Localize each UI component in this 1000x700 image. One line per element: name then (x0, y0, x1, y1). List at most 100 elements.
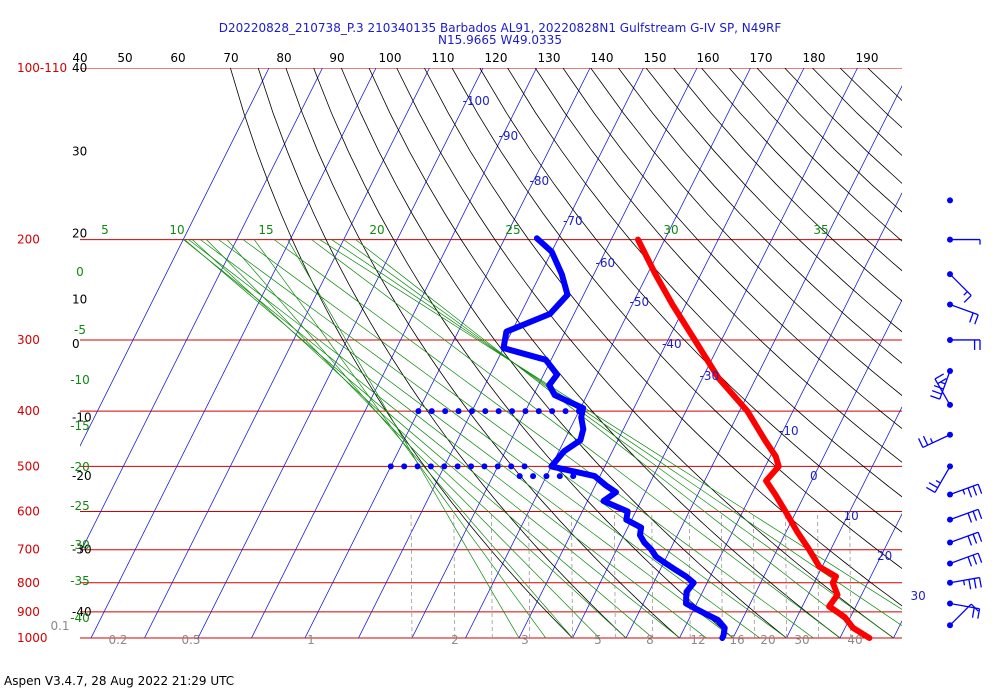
axis-labels: 100-110200300400500600700800900100040302… (17, 51, 926, 647)
top-tick-label: 70 (223, 51, 238, 65)
wind-barb-flag (967, 512, 973, 523)
wind-barb-staff (922, 434, 951, 449)
dewpoint-dropout-point (494, 463, 501, 470)
moist-adiabat (200, 239, 734, 639)
moist-adiabat (184, 239, 654, 639)
grid-lines (80, 68, 902, 639)
wind-barb-staff (949, 508, 979, 521)
wind-barb (947, 576, 982, 590)
dewpoint-dropout-point (387, 463, 394, 470)
dry-adiabat (618, 68, 902, 364)
wind-barb-station (947, 301, 953, 308)
wind-barb (947, 603, 979, 629)
mixing-ratio-label: 0.5 (181, 633, 200, 647)
isotherm-line (518, 68, 805, 639)
wind-barb-half-flag (935, 479, 941, 484)
mixing-ratio-label: 5 (594, 633, 602, 647)
dewpoint-dropout-point (454, 463, 461, 470)
moist-adiabat (343, 239, 894, 639)
isotherm-label: -40 (662, 337, 682, 351)
wind-barb-staff (949, 531, 979, 544)
top-tick-label: 120 (485, 51, 508, 65)
wind-barb-staff (949, 552, 979, 565)
mixing-ratio-label: 3 (521, 633, 529, 647)
wind-barb-flag (969, 312, 974, 323)
moist-adiabat (319, 239, 902, 610)
wind-barb-column (917, 197, 983, 629)
wind-barb-flag (974, 314, 979, 325)
wind-barb-staff (949, 603, 972, 626)
isotherm-label: -100 (463, 94, 490, 108)
moist-adiabat (242, 239, 787, 639)
wind-barb-flag (928, 482, 939, 489)
adiabat-left-label: -25 (70, 499, 90, 513)
wind-barb-staff (934, 466, 951, 493)
moist-adiabat (311, 239, 841, 639)
mixing-ratio-label: 16 (729, 633, 744, 647)
isotherm-line (80, 68, 270, 447)
chart-title: D20220828_210738_P.3 210340135 Barbados … (0, 22, 1000, 46)
dewpoint-dropout-point (468, 408, 475, 415)
dry-adiabat (424, 68, 902, 607)
wind-barb (947, 552, 983, 567)
isotherm-line (90, 68, 377, 639)
wind-barb-flag (967, 487, 973, 498)
wind-barb-flag (967, 535, 973, 546)
pressure-label: 800 (17, 576, 40, 590)
dry-adiabat (285, 68, 680, 639)
mixing-ratio-label: 12 (690, 633, 705, 647)
isotherm-label: 20 (877, 549, 892, 563)
isotherm-line (251, 68, 537, 639)
dewpoint-dropout-point (415, 408, 422, 415)
wind-barb-flag (977, 608, 981, 619)
mixing-ratio-label: 2 (451, 633, 459, 647)
temperature-trace (635, 236, 873, 641)
dewpoint-dropout-point (535, 408, 542, 415)
dry-adiabat (340, 68, 787, 639)
wind-barb-flag (971, 607, 975, 618)
dewpoint-dropout-point (516, 473, 523, 480)
isotherm-line (197, 68, 484, 639)
wind-barb (947, 336, 981, 350)
mixing-ratio-line (849, 511, 852, 639)
wind-barb-flag (977, 552, 983, 563)
mixing-ratio-label: 40 (847, 633, 862, 647)
top-tick-label: 80 (276, 51, 291, 65)
altitude-label: 10 (72, 293, 87, 307)
dry-adiabat (534, 68, 902, 463)
isotherm-label: 0 (810, 469, 818, 483)
adiabat-left-label: 0 (76, 265, 84, 279)
altitude-label: 0 (72, 337, 80, 351)
dewpoint-dropout-point (414, 463, 421, 470)
adiabat-label: 20 (369, 223, 384, 237)
wind-barb-flag (972, 554, 978, 565)
pressure-label: 400 (17, 404, 40, 418)
title-line-1: D20220828_210738_P.3 210340135 Barbados … (218, 21, 782, 35)
wind-barb (947, 271, 972, 303)
wind-barb-station (947, 197, 953, 204)
adiabat-left-label: -30 (70, 538, 90, 552)
adiabat-label: 25 (505, 223, 520, 237)
wind-barb (947, 600, 981, 619)
dewpoint-dropout-point (468, 463, 475, 470)
dry-adiabat (257, 68, 627, 639)
wind-barb-staff (934, 378, 951, 406)
dewpoint-dropout-point (521, 463, 528, 470)
moist-adiabat (218, 239, 761, 639)
moist-adiabat (183, 239, 680, 639)
dewpoint-dropout-point (508, 463, 515, 470)
mixing-ratio-label: 0.2 (108, 633, 127, 647)
pressure-label: 100-110 (17, 61, 67, 75)
dry-adiabat (451, 68, 902, 570)
isotherm-label: -10 (779, 424, 799, 438)
adiabat-label: 35 (813, 223, 828, 237)
dry-adiabat (479, 68, 902, 533)
mixing-ratio-line (490, 511, 493, 639)
pressure-label: 900 (17, 605, 40, 619)
isotherm-label: -90 (499, 129, 519, 143)
dewpoint-dropout-point (481, 463, 488, 470)
wind-barb (947, 531, 983, 546)
mixing-ratio-label: 0.1 (50, 619, 69, 633)
dewpoint-dropout-point (575, 408, 582, 415)
